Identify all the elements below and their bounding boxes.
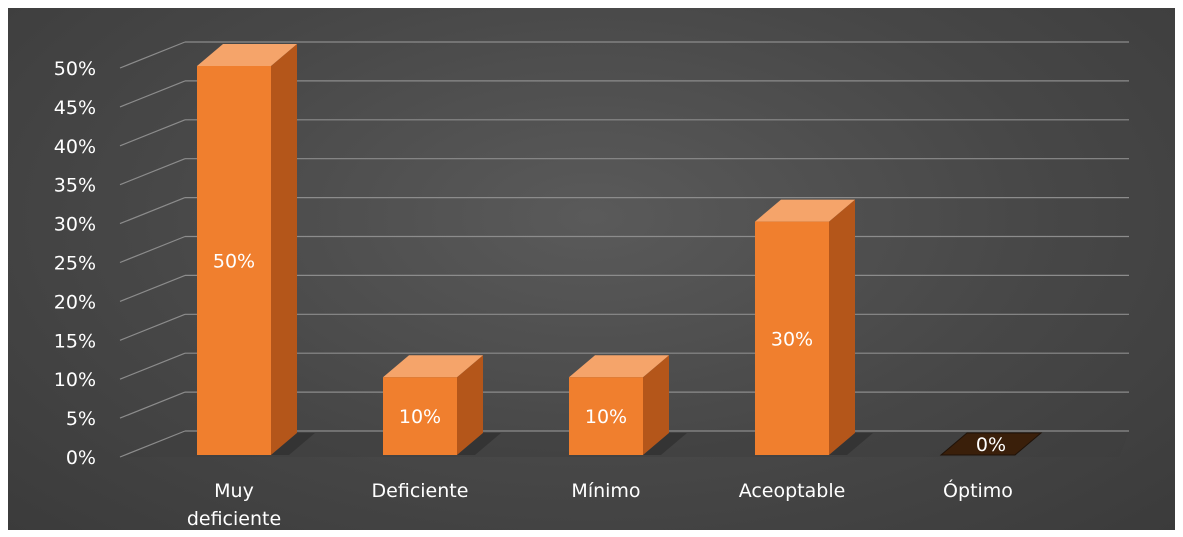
bar: 30% (755, 199, 873, 455)
gridline-diagonal (119, 197, 186, 225)
category-label: Aceoptable (739, 480, 846, 502)
y-tick-label: 50% (54, 58, 96, 80)
category-label: Óptimo (943, 478, 1013, 502)
bars: 50% 10% 10% 30% 0% (197, 44, 1043, 456)
bar-front (383, 377, 457, 455)
gridline-diagonal (119, 352, 186, 380)
category-label: Mínimo (571, 480, 640, 502)
bar-top (197, 44, 297, 66)
data-label: 0% (976, 434, 1006, 456)
data-label: 10% (585, 406, 627, 428)
bar-top (383, 355, 483, 378)
bar-chart: 0% 5% 10% 15% 20% 25% 30% 35% 40% 45% 50% 50% 10% 10… (54, 41, 1129, 530)
category-label: deficiente (187, 508, 281, 530)
y-tick-label: 40% (54, 136, 96, 158)
data-label: 10% (399, 406, 441, 428)
gridline-diagonal (119, 41, 186, 69)
y-tick-label: 30% (54, 214, 96, 236)
gridline-diagonal (119, 274, 186, 302)
gridline-diagonal (119, 391, 186, 419)
y-tick-label: 20% (54, 291, 96, 313)
data-label: 50% (213, 251, 255, 273)
y-tick-label: 15% (54, 330, 96, 352)
gridline-diagonal (119, 235, 186, 264)
bar-shadow (457, 433, 501, 455)
bar: 10% (383, 355, 501, 455)
y-axis-ticks: 0% 5% 10% 15% 20% 25% 30% 35% 40% 45% 50% (54, 58, 96, 469)
y-tick-label: 45% (54, 97, 96, 119)
y-tick-label: 25% (54, 253, 96, 275)
bar-front (755, 221, 829, 455)
bar-front (569, 377, 643, 455)
x-axis-categories: Muy deficiente Deficiente Mínimo Aceoptable Ó… (187, 478, 1013, 530)
bar-zero-slab (939, 432, 1043, 456)
bar-shadow (829, 433, 873, 455)
y-tick-label: 10% (54, 369, 96, 391)
gridline-diagonal (119, 158, 186, 186)
y-tick-label: 0% (66, 447, 96, 469)
bar-shadow (271, 433, 315, 455)
bar-top (755, 199, 855, 222)
bar-front (197, 66, 271, 455)
gridline-diagonal (119, 430, 186, 458)
gridline-diagonal (119, 80, 186, 108)
bar-side (271, 44, 297, 455)
gridline-diagonal (119, 119, 186, 147)
bar-side (643, 355, 669, 455)
bar: 0% (939, 432, 1043, 456)
bar: 10% (569, 355, 687, 455)
gridline-diagonal (119, 313, 186, 341)
y-tick-label: 35% (54, 175, 96, 197)
chart-area: 0% 5% 10% 15% 20% 25% 30% 35% 40% 45% 50% 50% 10% 10… (8, 8, 1175, 530)
y-tick-label: 5% (66, 408, 96, 430)
bar-side (829, 199, 855, 455)
bar-shadow (643, 433, 687, 455)
bar-side (457, 355, 483, 455)
data-label: 30% (771, 328, 813, 350)
bar: 50% (197, 44, 315, 455)
category-label: Deficiente (372, 480, 469, 502)
category-label: Muy (214, 480, 254, 502)
bar-top (569, 355, 669, 378)
